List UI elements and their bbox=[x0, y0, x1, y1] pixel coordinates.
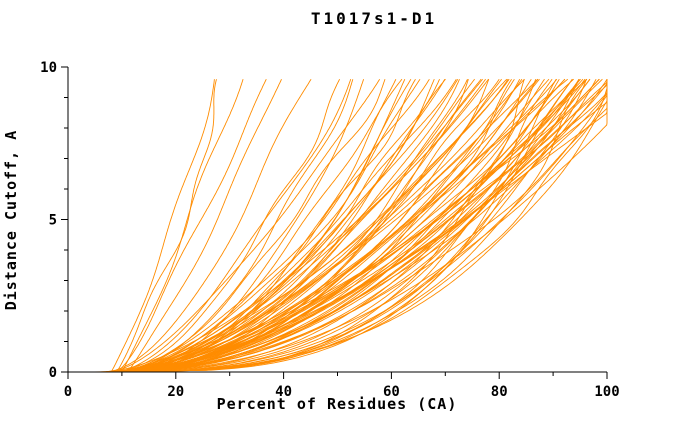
model-curve bbox=[116, 79, 352, 373]
model-curve bbox=[116, 79, 217, 373]
model-curve bbox=[111, 78, 574, 373]
model-curve bbox=[116, 78, 267, 373]
x-tick-label: 40 bbox=[275, 384, 292, 400]
model-curve bbox=[116, 78, 603, 373]
x-tick-label: 80 bbox=[491, 384, 508, 400]
model-curve bbox=[105, 78, 312, 373]
model-curve bbox=[121, 78, 500, 373]
chart-title: T1017s1-D1 bbox=[311, 9, 437, 28]
model-curve bbox=[111, 79, 354, 373]
model-curve bbox=[100, 79, 537, 373]
x-tick-label: 100 bbox=[594, 384, 619, 400]
y-tick-label: 5 bbox=[49, 213, 57, 229]
model-curve bbox=[116, 78, 566, 373]
y-axis-label: Distance Cutoff, A bbox=[2, 130, 20, 311]
model-curve bbox=[105, 79, 608, 373]
x-tick-label: 0 bbox=[64, 384, 72, 400]
model-curve bbox=[121, 78, 581, 373]
model-curve bbox=[121, 79, 608, 373]
model-curve bbox=[116, 79, 608, 373]
model-curve bbox=[116, 78, 600, 373]
model-curve bbox=[111, 79, 608, 373]
model-curve bbox=[111, 78, 421, 373]
model-curve bbox=[121, 79, 244, 373]
y-tick-label: 0 bbox=[49, 365, 57, 381]
model-curve bbox=[111, 78, 457, 373]
model-curve bbox=[121, 78, 525, 373]
model-curve bbox=[121, 78, 608, 373]
model-curve bbox=[100, 78, 580, 373]
model-curve bbox=[105, 78, 486, 373]
x-tick-label: 20 bbox=[167, 384, 184, 400]
model-curves bbox=[94, 78, 608, 373]
model-curve bbox=[116, 78, 430, 373]
model-curve bbox=[121, 78, 446, 373]
model-curve bbox=[121, 78, 403, 373]
model-curve bbox=[116, 79, 608, 373]
model-curve bbox=[121, 78, 560, 373]
model-curve bbox=[100, 79, 608, 373]
model-curve bbox=[94, 79, 587, 373]
model-curve bbox=[111, 78, 341, 373]
model-curve bbox=[121, 78, 446, 373]
model-curve bbox=[127, 79, 608, 373]
model-curve bbox=[116, 78, 558, 373]
model-curve bbox=[127, 79, 469, 373]
model-curve bbox=[121, 78, 523, 373]
y-tick-label: 10 bbox=[40, 60, 57, 76]
model-curve bbox=[116, 78, 489, 373]
model-curve bbox=[127, 78, 588, 373]
model-curve bbox=[111, 78, 468, 373]
model-curve bbox=[110, 79, 215, 373]
model-curve bbox=[116, 79, 525, 373]
model-curve bbox=[116, 79, 386, 373]
model-curve bbox=[121, 78, 569, 373]
model-curve bbox=[111, 78, 588, 373]
model-curve bbox=[116, 78, 540, 373]
model-curve bbox=[116, 78, 580, 373]
model-curve bbox=[121, 79, 406, 373]
model-curve bbox=[126, 79, 282, 373]
model-curve bbox=[105, 78, 597, 373]
x-tick-label: 60 bbox=[383, 384, 400, 400]
model-curve bbox=[111, 78, 508, 373]
model-curve bbox=[121, 78, 459, 373]
axes: 0 20 40 60 80 100 0 5 10 bbox=[40, 60, 620, 400]
model-curve bbox=[111, 78, 510, 373]
model-curve bbox=[111, 78, 532, 373]
x-axis-label: Percent of Residues (CA) bbox=[217, 395, 458, 413]
